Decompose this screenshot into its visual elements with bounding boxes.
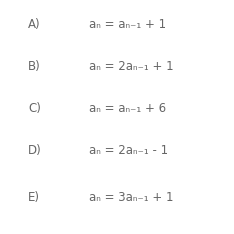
Text: C): C)	[28, 102, 41, 115]
Text: D): D)	[28, 144, 42, 157]
Text: aₙ = aₙ₋₁ + 1: aₙ = aₙ₋₁ + 1	[89, 18, 166, 31]
Text: A): A)	[28, 18, 41, 31]
Text: B): B)	[28, 60, 41, 73]
Text: aₙ = 2aₙ₋₁ + 1: aₙ = 2aₙ₋₁ + 1	[89, 60, 174, 73]
Text: aₙ = 3aₙ₋₁ + 1: aₙ = 3aₙ₋₁ + 1	[89, 191, 173, 204]
Text: aₙ = aₙ₋₁ + 6: aₙ = aₙ₋₁ + 6	[89, 102, 166, 115]
Text: E): E)	[28, 191, 40, 204]
Text: aₙ = 2aₙ₋₁ - 1: aₙ = 2aₙ₋₁ - 1	[89, 144, 168, 157]
